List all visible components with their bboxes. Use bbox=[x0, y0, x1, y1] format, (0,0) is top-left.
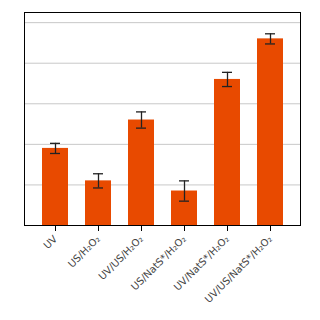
svg-text:UV/US/H₂O₂: UV/US/H₂O₂ bbox=[96, 233, 146, 282]
svg-text:UV: UV bbox=[41, 233, 59, 251]
svg-text:UV/US/NatS*/H₂O₂: UV/US/NatS*/H₂O₂ bbox=[203, 233, 275, 305]
svg-text:UV/NatS*/H₂O₂: UV/NatS*/H₂O₂ bbox=[171, 233, 232, 293]
svg-text:US/H₂O₂: US/H₂O₂ bbox=[66, 233, 102, 269]
svg-text:US/NatS*/H₂O₂: US/NatS*/H₂O₂ bbox=[129, 233, 189, 293]
